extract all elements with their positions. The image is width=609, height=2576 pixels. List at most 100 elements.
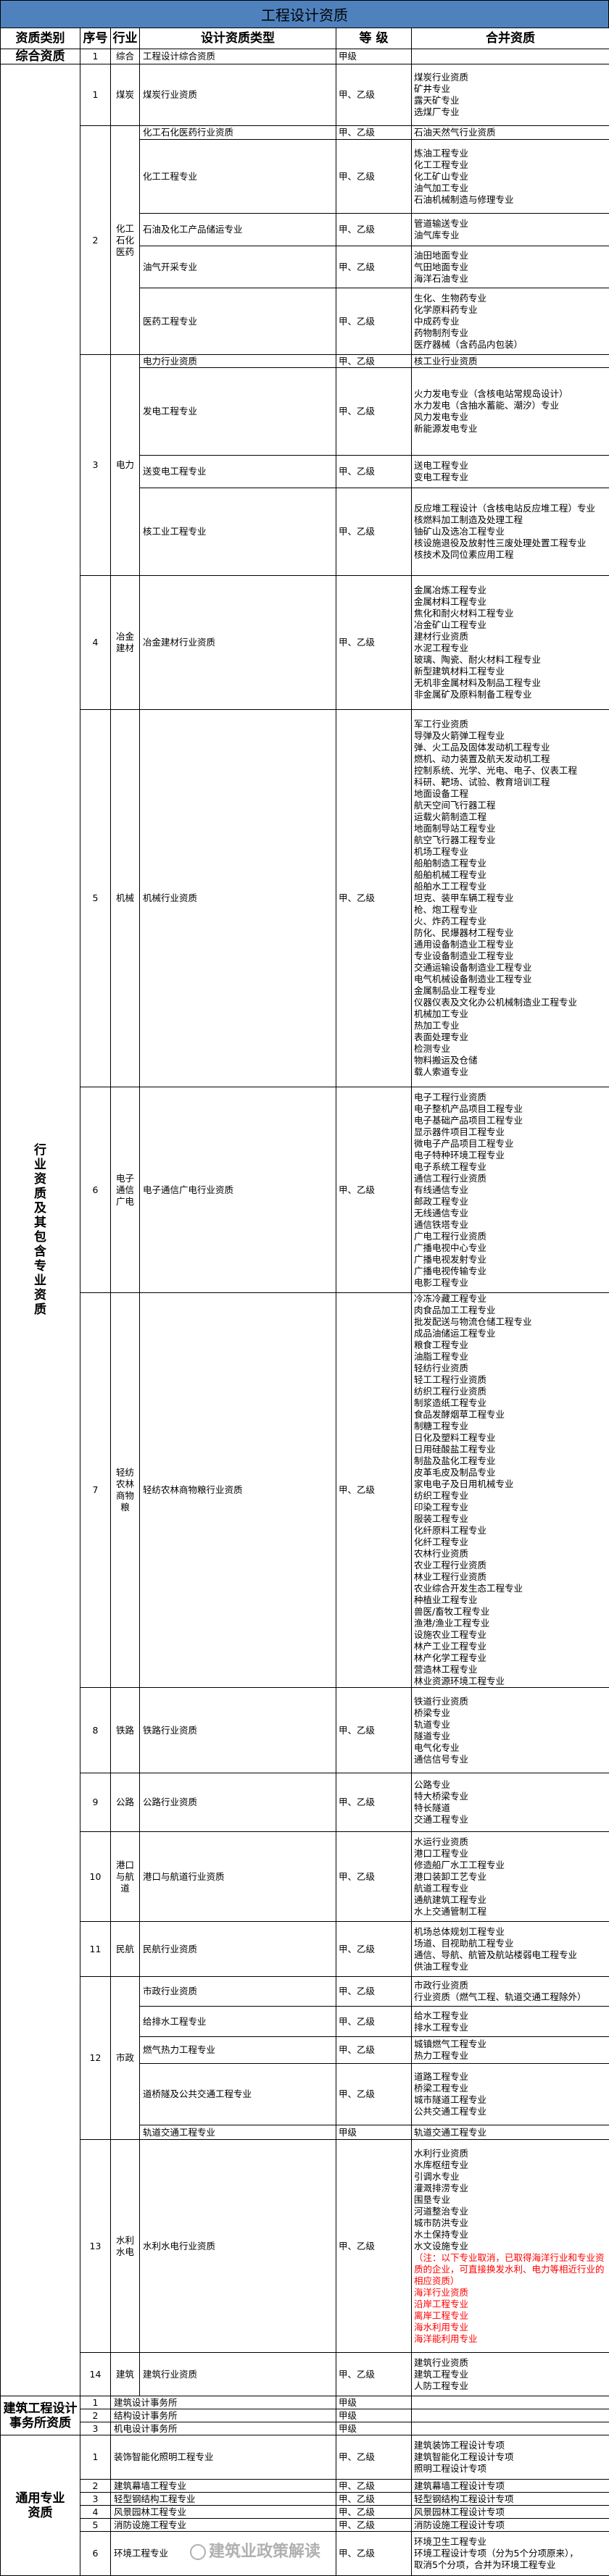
row-number: 1 (80, 2435, 111, 2480)
merged-qualifications: 油田地面专业气田地面专业海洋石油专业 (412, 246, 609, 288)
merged-item: 炼油工程专业 (414, 148, 608, 159)
grade-cell: 甲、乙级 (336, 2435, 412, 2480)
merged-qualifications: 军工行业资质导弹及火箭弹工程专业弹、火工品及固体发动机工程专业燃机、动力装置及航… (412, 710, 609, 1087)
grade-cell: 甲级 (336, 49, 412, 64)
merged-item: 油气加工专业 (414, 183, 608, 194)
row-number: 8 (80, 1688, 111, 1773)
merged-item: 火、炸药工程专业 (414, 916, 608, 927)
merged-qualifications: 城镇燃气工程专业热力工程专业 (412, 2037, 609, 2064)
merged-qualifications (412, 2396, 609, 2409)
merged-qualifications: 核工业行业资质 (412, 355, 609, 368)
merged-item: 场道、目视助航工程专业 (414, 1938, 608, 1949)
merged-item: 广播电视发射专业 (414, 1254, 608, 1266)
merged-item: 供油工程专业 (414, 1961, 608, 1973)
qualification-type: 燃气热力工程专业 (140, 2037, 336, 2064)
merged-item: 露天矿专业 (414, 95, 608, 106)
merged-item: 油田地面专业 (414, 250, 608, 262)
row-number: 3 (80, 2493, 111, 2506)
merged-qualifications: 火力发电专业（含核电站常规岛设计）水力发电（含抽水蓄能、潮汐）专业风力发电专业新… (412, 368, 609, 456)
industry-cell: 电子通信广电 (111, 1087, 140, 1293)
header-industry: 行业 (111, 28, 140, 49)
grade-cell: 甲、乙级 (336, 126, 412, 140)
merged-item: 表面处理专业 (414, 1032, 608, 1043)
industry-cell: 煤炭 (111, 64, 140, 126)
qualification-type: 发电工程专业 (140, 368, 336, 456)
merged-item: 风景园林工程设计专项 (414, 2506, 608, 2518)
merged-item: 农业综合开发生态工程专业 (414, 1583, 608, 1594)
merged-item: 化工工程专业 (414, 159, 608, 171)
merged-item: 建筑智能化工程设计专项 (414, 2451, 608, 2463)
merged-item: 医疗器械（含药品内包装） (414, 339, 608, 351)
merged-item: 人防工程专业 (414, 2380, 608, 2392)
merged-item: 电子工程行业资质 (414, 1092, 608, 1103)
merged-item: 轻工工程行业资质 (414, 1374, 608, 1386)
merged-item: 城镇燃气工程专业 (414, 2038, 608, 2050)
merged-item: 制盐及盐化工程专业 (414, 1455, 608, 1467)
merged-item: 林产化学工程专业 (414, 1652, 608, 1664)
industry-cell: 水利水电 (111, 2140, 140, 2353)
merged-item: 建筑装饰工程设计专项 (414, 2440, 608, 2451)
merged-item: 印染工程专业 (414, 1502, 608, 1513)
grade-cell: 甲、乙级 (336, 1688, 412, 1773)
merged-qualifications: 给水工程专业排水工程专业 (412, 2007, 609, 2037)
grade-cell: 甲、乙级 (336, 2037, 412, 2064)
grade-cell: 甲、乙级 (336, 246, 412, 288)
merged-qualifications: 道路工程专业桥梁工程专业城市隧道工程专业公共交通工程专业 (412, 2064, 609, 2125)
merged-item: 地面制导站工程专业 (414, 823, 608, 835)
header-category: 资质类别 (1, 28, 80, 49)
merged-item-cancelled: 海洋行业资质 (414, 2287, 608, 2299)
merged-item: 金属冶炼工程专业 (414, 585, 608, 596)
merged-item: 铀矿山及选冶工程专业 (414, 526, 608, 538)
qualification-type: 给排水工程专业 (140, 2007, 336, 2037)
merged-item: 林业工程行业资质 (414, 1571, 608, 1583)
merged-item: 电子基础产品项目工程专业 (414, 1115, 608, 1126)
grade-cell: 甲、乙级 (336, 710, 412, 1087)
merged-item: 水泥工程专业 (414, 643, 608, 654)
merged-item: 电影工程专业 (414, 1277, 608, 1289)
merged-item: 轻纺行业资质 (414, 1363, 608, 1374)
merged-item-cancelled: 海洋能利用专业 (414, 2333, 608, 2345)
merged-item: 新型建筑材料工程专业 (414, 666, 608, 677)
merged-item: 广播电视传输专业 (414, 1266, 608, 1277)
merged-item: 控制系统、光学、光电、电子、仪表工程 (414, 765, 608, 777)
merged-item: 机场工程专业 (414, 846, 608, 858)
merged-item: 微电子产品项目工程专业 (414, 1138, 608, 1150)
merged-qualifications: 机场总体规划工程专业场道、目视助航工程专业通信、导航、航管及航站楼弱电工程专业供… (412, 1922, 609, 1977)
merged-item: 油脂工程专业 (414, 1351, 608, 1363)
merged-item-cancelled: （注：以下专业取消，已取得海洋行业和专业资质的企业，可直接换发水利、电力等相近行… (414, 2252, 608, 2287)
merged-item: 航道工程专业 (414, 1883, 608, 1894)
merged-item: 地面设备工程 (414, 788, 608, 800)
category-cell: 建筑工程设计事务所资质 (1, 2396, 80, 2435)
row-number: 12 (80, 1977, 111, 2140)
row-number: 2 (80, 2480, 111, 2493)
merged-item: 城市隧道工程专业 (414, 2094, 608, 2106)
qualification-type: 轻纺农林商物粮行业资质 (140, 1293, 336, 1688)
qualification-type: 医药工程专业 (140, 288, 336, 355)
row-number: 3 (80, 2422, 111, 2435)
merged-qualifications: 公路专业特大桥梁专业特长隧道交通工程专业 (412, 1773, 609, 1832)
qualification-type: 煤炭行业资质 (140, 64, 336, 126)
page-title: 工程设计资质 (0, 0, 609, 28)
merged-item: 水库枢纽专业 (414, 2159, 608, 2171)
merged-item: 环境工程设计专项（分为5个分项原来）， (414, 2548, 608, 2559)
merged-item: 港口工程专业 (414, 1848, 608, 1860)
merged-item-cancelled: 沿岸工程专业 (414, 2299, 608, 2310)
merged-item: 热加工专业 (414, 1020, 608, 1032)
merged-item: 枪、炮工程专业 (414, 904, 608, 916)
merged-item: 船舶机械工程专业 (414, 869, 608, 881)
merged-item: 种植业工程专业 (414, 1594, 608, 1606)
merged-item: 热力工程专业 (414, 2050, 608, 2062)
merged-item: 纺织工程行业资质 (414, 1386, 608, 1397)
grade-cell: 甲、乙级 (336, 1087, 412, 1293)
merged-qualifications: 轨道交通工程专业 (412, 2125, 609, 2140)
industry-cell: 轻纺农林商物粮 (111, 1293, 140, 1688)
merged-item: 给水工程专业 (414, 2010, 608, 2022)
